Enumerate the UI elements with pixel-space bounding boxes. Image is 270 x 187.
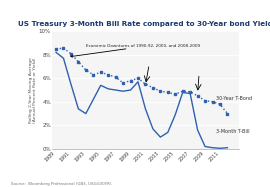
Y-axis label: Rolling 2-Year Moving Average
(Annual Percent Rate or Yield): Rolling 2-Year Moving Average (Annual Pe… (29, 57, 38, 123)
Text: 3-Month T-Bill: 3-Month T-Bill (216, 129, 250, 134)
Title: US Treasury 3-Month Bill Rate compared to 30-Year bond Yield: US Treasury 3-Month Bill Rate compared t… (18, 21, 270, 27)
Text: 30-Year T-Bond: 30-Year T-Bond (216, 96, 252, 101)
Text: Economic Downturns of 1990-92, 2000, and 2008-2009: Economic Downturns of 1990-92, 2000, and… (71, 45, 200, 57)
Text: Source:  Bloomberg Professional (GB3, USGG30YR).: Source: Bloomberg Professional (GB3, USG… (11, 182, 112, 186)
